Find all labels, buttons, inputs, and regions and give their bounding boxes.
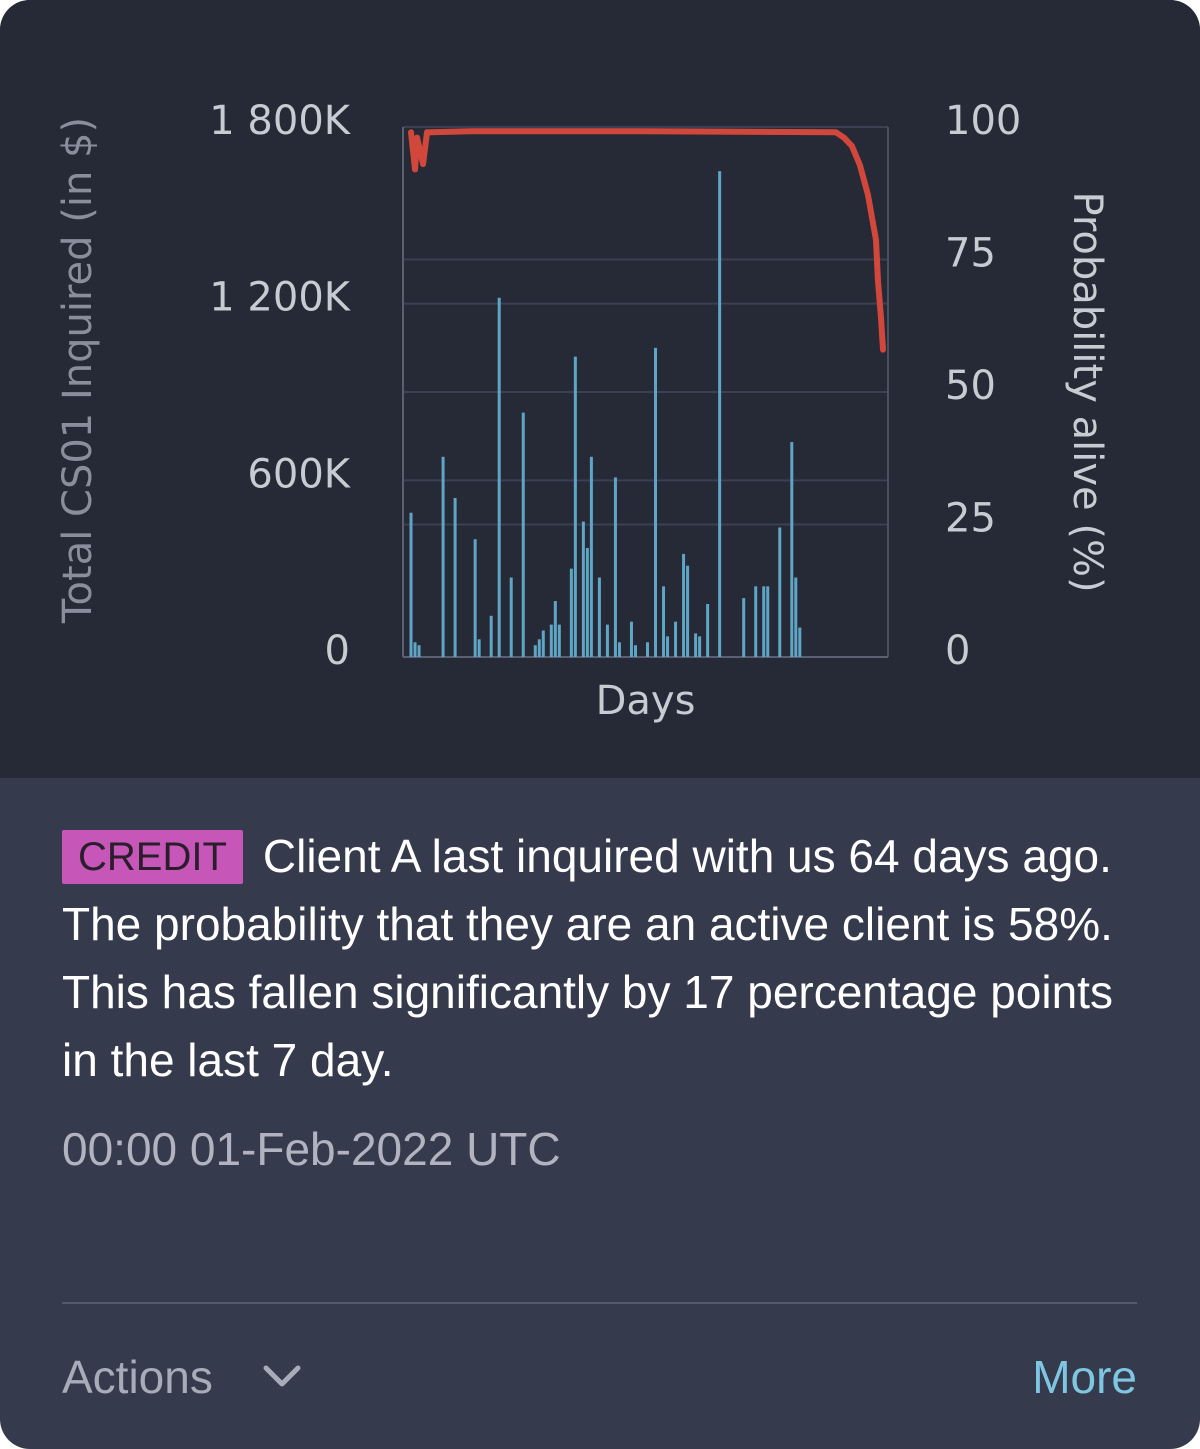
y2-tick-label: 25	[945, 496, 996, 542]
y2-tick-label: 50	[945, 363, 996, 409]
bar	[473, 539, 477, 657]
bar	[597, 577, 601, 657]
bar	[718, 171, 722, 657]
bar	[417, 645, 421, 657]
bar	[441, 456, 445, 657]
bar	[633, 645, 637, 657]
y2-axis-label: Probability alive (%)	[1064, 191, 1110, 592]
bar	[521, 412, 525, 657]
bar	[629, 621, 633, 657]
actions-button[interactable]: Actions	[62, 1351, 213, 1403]
chevron-icon[interactable]	[262, 1362, 306, 1392]
x-axis-label: Days	[596, 678, 696, 724]
bar	[794, 577, 798, 657]
bar	[790, 442, 794, 657]
bar	[762, 586, 766, 657]
message-text: Client A last inquired with us 64 days a…	[62, 830, 1113, 1086]
bar	[698, 636, 702, 657]
bar	[537, 639, 541, 657]
bar	[477, 639, 481, 657]
bar	[646, 642, 650, 657]
y-tick-label: 600K	[247, 451, 351, 497]
bar	[674, 621, 678, 657]
bar	[742, 598, 746, 657]
bar	[453, 498, 457, 657]
bar	[549, 624, 553, 657]
more-link[interactable]: More	[1032, 1351, 1137, 1403]
bar	[666, 636, 670, 657]
bar	[766, 586, 770, 657]
bar	[573, 356, 577, 657]
bar	[581, 521, 585, 657]
y-axis-label: Total CS01 Inquired (in $)	[55, 117, 101, 624]
bar	[589, 456, 593, 657]
bar	[541, 630, 545, 657]
bar	[413, 642, 417, 657]
divider	[62, 1302, 1137, 1304]
bar	[557, 624, 561, 657]
bar	[798, 627, 802, 657]
bar	[778, 527, 782, 657]
tag: CREDIT	[62, 830, 243, 884]
message: CREDIT Client A last inquired with us 64 …	[62, 822, 1142, 1094]
y2-tick-label: 0	[945, 628, 970, 674]
y2-tick-label: 100	[945, 98, 1021, 144]
bar	[605, 624, 609, 657]
bar	[409, 512, 413, 657]
y-tick-label: 0	[325, 628, 350, 674]
bar	[654, 347, 658, 657]
chart: 0 600K 1 200K 1 800K 0 25 50 75 100 Days Total CS0…	[55, 98, 1110, 724]
y-tick-label: 1 200K	[209, 275, 352, 321]
chart-panel: 0 600K 1 200K 1 800K 0 25 50 75 100 Days Total CS0…	[0, 0, 1200, 778]
bar	[497, 297, 501, 657]
bar	[686, 565, 690, 657]
bar	[613, 477, 617, 657]
bar	[662, 586, 666, 657]
bar	[694, 633, 698, 657]
y-tick-label: 1 800K	[209, 98, 352, 144]
bar	[509, 577, 513, 657]
bar	[682, 553, 686, 657]
bar	[706, 604, 710, 657]
bar	[754, 586, 758, 657]
line	[408, 128, 886, 353]
bar	[585, 548, 589, 657]
bar	[489, 615, 493, 657]
bar	[569, 568, 573, 657]
bar	[553, 601, 557, 657]
bar	[617, 642, 621, 657]
timestamp: 00:00 01-Feb-2022 UTC	[62, 1123, 561, 1175]
y2-tick-label: 75	[945, 231, 996, 277]
bar	[533, 645, 537, 657]
